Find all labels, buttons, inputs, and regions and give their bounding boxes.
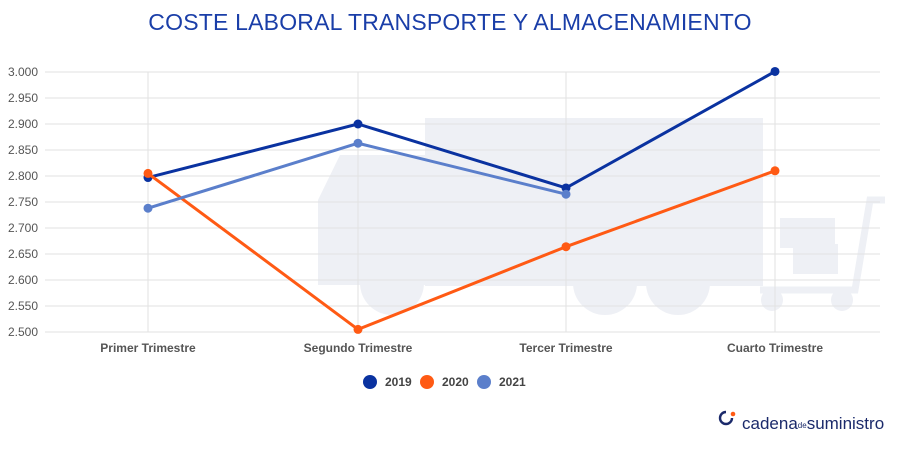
y-tick-label: 2.950	[8, 91, 38, 105]
svg-text:cadenadesuministro: cadenadesuministro	[742, 414, 884, 433]
data-point-2019	[561, 183, 571, 193]
data-point-2020	[770, 166, 780, 176]
legend-marker-2020	[420, 375, 434, 389]
data-point-2020	[143, 168, 153, 178]
y-tick-label: 2.700	[8, 221, 38, 235]
truck-watermark-icon	[318, 118, 885, 315]
y-tick-label: 2.850	[8, 143, 38, 157]
y-tick-label: 2.650	[8, 247, 38, 261]
legend: 2019 2020 2021	[363, 375, 526, 389]
series-line-2020	[146, 169, 777, 331]
data-point-2020	[561, 242, 571, 252]
y-tick-label: 2.900	[8, 117, 38, 131]
legend-label-2019: 2019	[385, 375, 412, 389]
x-axis: Primer Trimestre Segundo Trimestre Tercer …	[100, 341, 823, 355]
brand-name-small: de	[798, 421, 807, 430]
x-tick-label: Tercer Trimestre	[519, 341, 612, 355]
y-tick-label: 2.750	[8, 195, 38, 209]
data-point-2019	[770, 66, 780, 76]
legend-marker-2021	[477, 375, 491, 389]
legend-label-2021: 2021	[499, 375, 526, 389]
series-layer	[143, 66, 780, 334]
y-tick-label: 3.000	[8, 65, 38, 79]
data-point-2021	[353, 138, 363, 148]
y-axis: 2.500 2.550 2.600 2.650 2.700 2.750 2.800 2.850…	[8, 65, 38, 339]
data-point-2021	[561, 189, 571, 199]
y-tick-label: 2.550	[8, 299, 38, 313]
legend-marker-2019	[363, 375, 377, 389]
y-tick-label: 2.500	[8, 325, 38, 339]
x-tick-label: Cuarto Trimestre	[727, 341, 823, 355]
data-point-2021	[143, 203, 153, 213]
series-line-2019	[146, 69, 777, 190]
data-point-2019	[353, 119, 363, 129]
y-tick-label: 2.800	[8, 169, 38, 183]
chart-title: COSTE LABORAL TRANSPORTE Y ALMACENAMIENT…	[148, 9, 751, 35]
brand-name-end: suministro	[807, 414, 884, 433]
y-tick-label: 2.600	[8, 273, 38, 287]
legend-label-2020: 2020	[442, 375, 469, 389]
x-tick-label: Primer Trimestre	[100, 341, 196, 355]
data-point-2020	[353, 324, 363, 334]
cadena-logo-icon	[718, 410, 736, 426]
brand-name-main: cadena	[742, 414, 798, 433]
x-tick-label: Segundo Trimestre	[304, 341, 413, 355]
gridlines	[45, 71, 880, 333]
brand-logo: cadenadesuministro	[718, 410, 884, 433]
